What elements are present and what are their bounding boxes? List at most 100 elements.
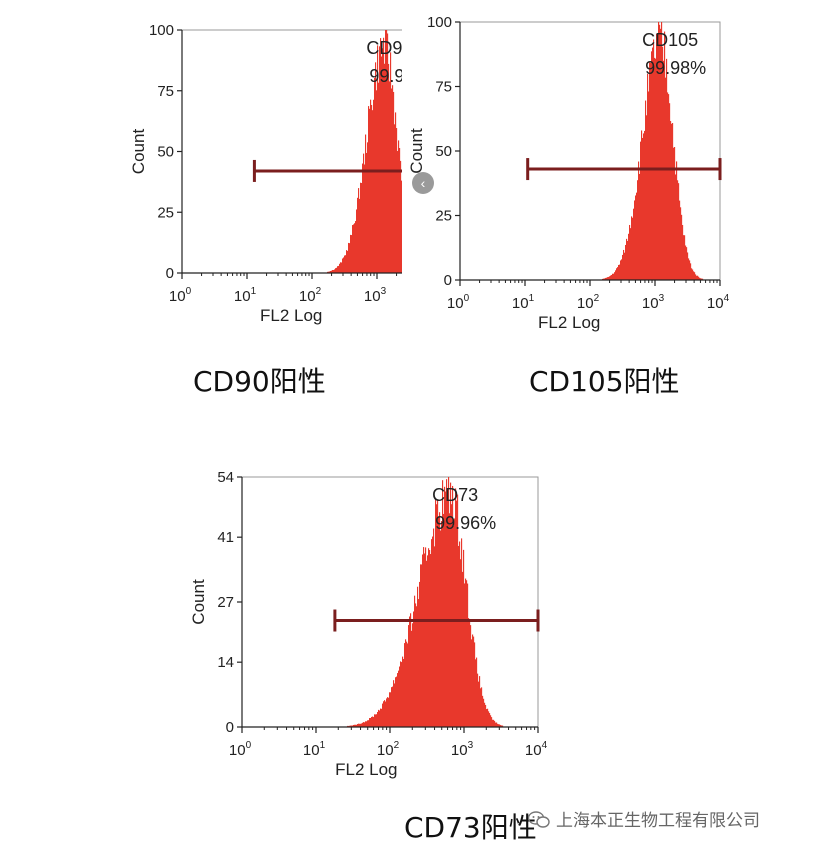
histogram-bin — [482, 695, 484, 727]
histogram-bin — [460, 559, 462, 727]
histogram-bin — [448, 477, 450, 727]
histogram-bin — [698, 276, 700, 280]
histogram-bin — [455, 488, 457, 727]
histogram-bin — [397, 673, 399, 727]
histogram-bin — [422, 554, 424, 727]
histogram-bin — [638, 161, 640, 280]
y-tick-label: 0 — [166, 265, 174, 282]
histogram-bin — [352, 225, 354, 273]
histogram-bin — [365, 721, 367, 727]
histogram-bin — [632, 217, 634, 280]
histogram-bin — [630, 228, 632, 280]
histogram-bin — [692, 269, 694, 280]
histogram-bin — [644, 130, 646, 280]
histogram-bin — [623, 249, 625, 280]
cd90-caption: CD90阳性 — [193, 365, 326, 398]
y-axis-label: Count — [129, 129, 148, 175]
y-tick-label: 0 — [226, 719, 234, 736]
histogram-bin — [344, 255, 346, 273]
histogram-bin — [367, 142, 369, 273]
histogram-bin — [391, 687, 393, 727]
histogram-bin — [667, 92, 669, 280]
histogram-bin — [378, 709, 380, 727]
histogram-bin — [353, 224, 355, 273]
histogram-bin — [603, 278, 605, 280]
histogram-bin — [684, 235, 686, 280]
gate-percent-label: 99.98% — [645, 58, 706, 78]
histogram-bin — [329, 271, 331, 273]
histogram-bin — [491, 717, 493, 727]
histogram-bin — [682, 224, 684, 280]
histogram-bin — [474, 642, 476, 727]
histogram-bin — [384, 700, 386, 727]
histogram-bin — [336, 267, 338, 273]
cd73-histogram-panel: 0 14 27 41 54 100 101 102 103 104 FL2 Log Count CD73… — [186, 459, 548, 794]
histogram-bin — [452, 485, 454, 727]
histogram-bin — [385, 30, 387, 273]
histogram-bin — [661, 22, 663, 280]
histogram-bin — [417, 586, 419, 727]
histogram-bin — [687, 252, 689, 280]
histogram-bin — [431, 539, 433, 727]
histogram-bin — [648, 91, 650, 280]
histogram-bin — [376, 714, 378, 727]
histogram-bin — [472, 634, 474, 727]
histogram-bin — [421, 564, 423, 727]
histogram-bin — [444, 486, 446, 727]
histogram-bin — [388, 697, 390, 727]
histogram-bin — [677, 180, 679, 280]
histogram-bin — [672, 123, 674, 281]
histogram-bin — [647, 73, 649, 281]
histogram-bin — [651, 51, 653, 281]
histogram-bin — [458, 545, 460, 727]
x-tick-label: 101 — [303, 740, 326, 759]
histogram-bin — [399, 148, 401, 273]
y-tick-label: 75 — [157, 83, 174, 100]
x-tick-label: 101 — [234, 286, 257, 305]
histogram-bin — [500, 725, 502, 727]
histogram-bin — [368, 720, 370, 727]
x-tick-label: 100 — [447, 293, 470, 312]
histogram-bin — [368, 106, 370, 274]
histogram-bin — [690, 263, 692, 280]
histogram-bin — [359, 198, 361, 273]
histogram-bin — [341, 262, 343, 273]
histogram-bin — [390, 52, 392, 274]
histogram-bin — [355, 724, 357, 727]
histogram-bin — [669, 103, 671, 280]
histogram-bin — [484, 702, 486, 727]
histogram-bin — [361, 723, 363, 727]
histogram-bin — [362, 722, 364, 727]
gate-marker — [333, 609, 540, 632]
histogram-bin — [492, 719, 494, 727]
histogram-bin — [611, 274, 613, 280]
histogram-bin — [464, 583, 466, 727]
histogram-bin — [696, 275, 698, 280]
histogram-bin — [349, 243, 351, 273]
histogram-bin — [400, 160, 402, 273]
histogram-bin — [371, 716, 373, 727]
histogram-bin — [365, 134, 367, 273]
histogram-bin — [608, 276, 610, 280]
x-tick-label: 101 — [512, 293, 535, 312]
histogram-bin — [330, 270, 332, 273]
histogram-bin — [385, 701, 387, 727]
histogram-bin — [624, 252, 626, 280]
histogram-bin — [653, 39, 655, 280]
histogram-bin — [637, 180, 639, 280]
histogram-bin — [343, 257, 345, 273]
histogram-bin — [391, 88, 393, 273]
histogram-bin — [423, 547, 425, 727]
histogram-bin — [462, 571, 464, 727]
histogram-bin — [338, 265, 340, 273]
gate-percent-label: 99.96% — [435, 513, 496, 533]
histogram-bin — [398, 670, 400, 727]
histogram-bin — [399, 666, 401, 727]
histogram-bin — [345, 255, 347, 273]
histogram-bin — [337, 266, 339, 273]
scroll-left-icon[interactable]: ‹ — [412, 172, 434, 194]
histogram-bin — [675, 174, 677, 280]
histogram-bin — [461, 538, 463, 727]
histogram-bin — [686, 247, 688, 280]
